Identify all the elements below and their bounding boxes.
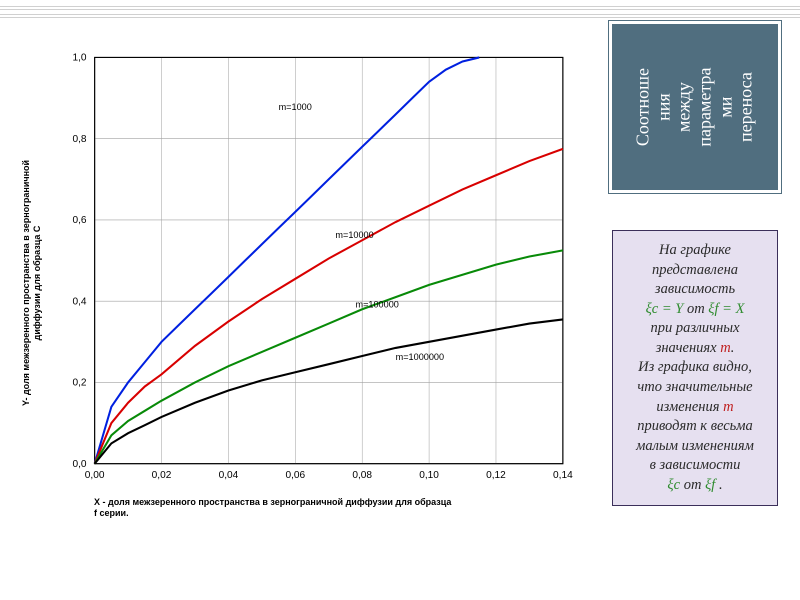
svg-text:0,8: 0,8 [72,134,86,145]
svg-text:1,0: 1,0 [72,52,86,63]
sidebar-title-panel: Соотношениямеждупараметрамипереноса [612,24,778,190]
line-chart: 0,00 0,02 0,04 0,06 0,08 0,10 0,12 0,14 0,0 0,2 0,… [46,45,573,491]
sidebar-title-text: Соотношениямеждупараметрамипереноса [633,67,757,146]
svg-text:0,2: 0,2 [72,377,86,388]
svg-text:0,02: 0,02 [152,470,172,481]
x-axis-label: X - доля межзеренного пространства в зер… [94,497,573,520]
decorative-rule [0,6,800,10]
svg-text:0,4: 0,4 [72,296,86,307]
svg-text:m=100000: m=100000 [356,299,399,309]
svg-text:0,12: 0,12 [486,470,506,481]
svg-text:0,14: 0,14 [553,470,573,481]
svg-text:0,10: 0,10 [419,470,439,481]
svg-text:m=1000: m=1000 [279,102,312,112]
chart-container: Y- доля межзеренного пространства в зерн… [18,45,573,520]
svg-text:0,08: 0,08 [352,470,372,481]
svg-text:m=10000: m=10000 [335,230,373,240]
sidebar-description: На графике представлена зависимость ξc =… [612,230,778,506]
y-axis-label: Y- доля межзеренного пространства в зерн… [21,159,43,405]
svg-text:0,04: 0,04 [219,470,239,481]
svg-text:0,0: 0,0 [72,459,86,470]
decorative-rule [0,14,800,18]
svg-text:0,00: 0,00 [85,470,105,481]
svg-text:0,06: 0,06 [285,470,305,481]
svg-text:m=1000000: m=1000000 [396,352,444,362]
svg-text:0,6: 0,6 [72,215,86,226]
